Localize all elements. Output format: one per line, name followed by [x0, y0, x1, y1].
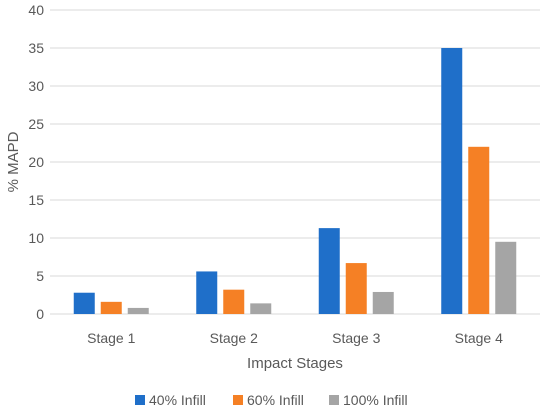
y-tick-label: 20 [28, 154, 44, 170]
bar [196, 271, 218, 314]
y-axis-title: % MAPD [5, 131, 22, 192]
bar [100, 301, 122, 314]
bar [345, 263, 367, 314]
x-tick-label: Stage 1 [87, 330, 135, 346]
bar [468, 146, 490, 314]
legend: 40% Infill 60% Infill 100% Infill [135, 392, 408, 408]
bar [441, 48, 463, 314]
y-tick-label: 15 [28, 192, 44, 208]
bar [127, 307, 149, 314]
y-tick-label: 10 [28, 230, 44, 246]
legend-label: 100% Infill [343, 392, 408, 408]
y-axis-ticks: 0 5 10 15 20 25 30 35 40 [28, 2, 44, 322]
y-tick-label: 25 [28, 116, 44, 132]
y-tick-label: 35 [28, 40, 44, 56]
bar [73, 292, 95, 314]
x-axis-ticks: Stage 1 Stage 2 Stage 3 Stage 4 [87, 330, 503, 346]
legend-label: 60% Infill [247, 392, 304, 408]
legend-label: 40% Infill [149, 392, 206, 408]
gridlines [50, 9, 540, 315]
legend-swatch [135, 395, 145, 405]
x-tick-label: Stage 4 [455, 330, 503, 346]
bar [372, 291, 394, 314]
bars [73, 48, 517, 314]
y-tick-label: 0 [36, 306, 44, 322]
legend-swatch [329, 395, 339, 405]
bar [250, 303, 272, 314]
y-tick-label: 30 [28, 78, 44, 94]
legend-swatch [233, 395, 243, 405]
y-tick-label: 40 [28, 2, 44, 18]
x-tick-label: Stage 2 [210, 330, 258, 346]
bar [495, 241, 517, 314]
bar [318, 228, 340, 314]
y-tick-label: 5 [36, 268, 44, 284]
x-axis-title: Impact Stages [247, 355, 343, 372]
x-tick-label: Stage 3 [332, 330, 380, 346]
bar [223, 289, 245, 314]
